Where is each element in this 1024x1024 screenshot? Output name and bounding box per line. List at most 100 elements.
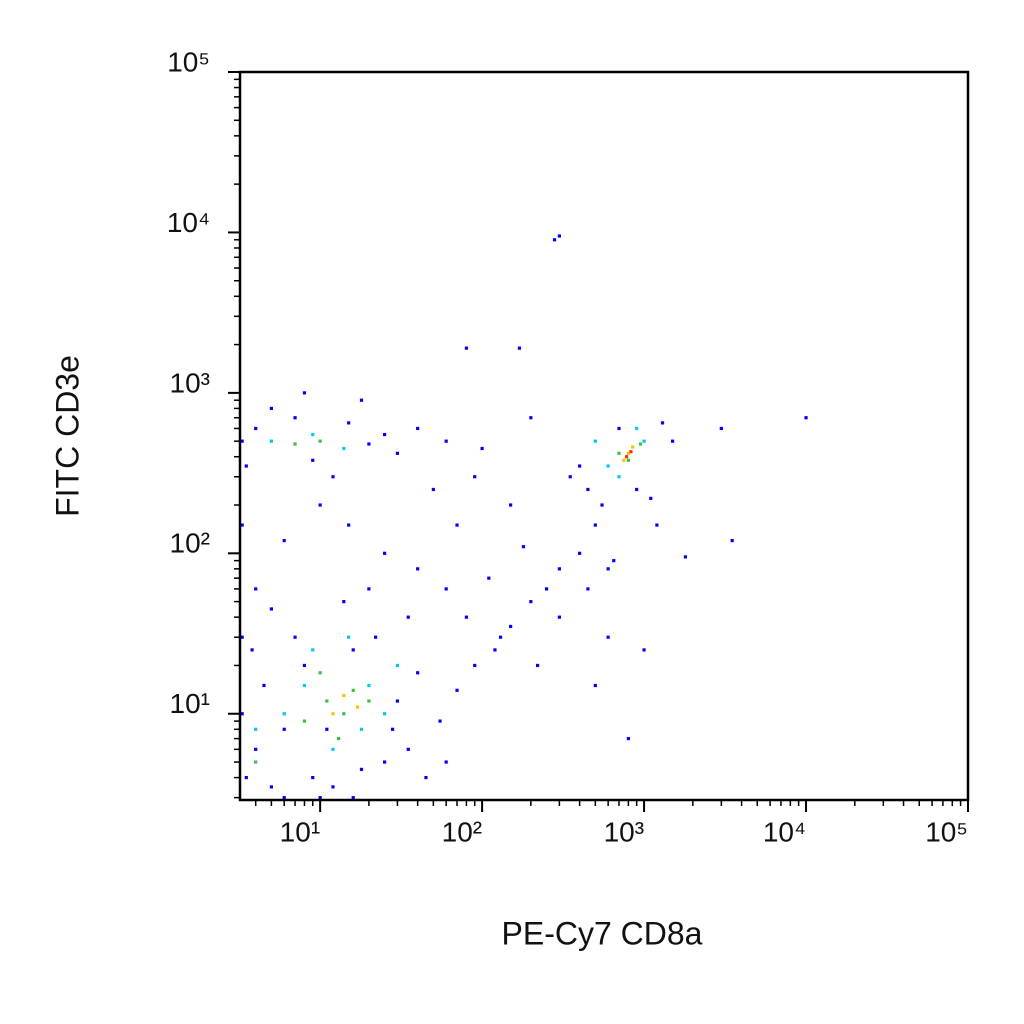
point <box>498 635 503 639</box>
point <box>606 464 610 468</box>
point <box>351 688 355 692</box>
point <box>382 551 387 555</box>
point <box>626 458 630 462</box>
point <box>347 523 351 527</box>
point <box>600 503 604 507</box>
point <box>250 648 254 652</box>
point <box>586 587 590 591</box>
point <box>544 587 549 591</box>
point <box>395 699 400 703</box>
point <box>244 775 248 780</box>
point <box>487 576 491 580</box>
point <box>473 663 477 668</box>
point <box>337 737 341 741</box>
point <box>325 727 329 731</box>
point <box>342 446 346 451</box>
point <box>617 451 621 455</box>
point <box>670 439 675 443</box>
point <box>493 648 497 652</box>
point <box>374 635 378 639</box>
point <box>626 737 630 741</box>
point <box>269 785 273 789</box>
point <box>355 705 360 709</box>
point <box>509 503 513 507</box>
point <box>416 426 420 431</box>
x-tick-label: 10² <box>442 816 482 847</box>
point <box>311 432 315 437</box>
point <box>347 635 351 639</box>
point <box>359 398 364 402</box>
point <box>406 615 410 619</box>
point <box>642 648 646 652</box>
point <box>302 683 307 688</box>
point <box>318 796 322 800</box>
point <box>631 445 635 449</box>
point <box>331 475 335 479</box>
point <box>642 439 646 443</box>
point <box>529 416 533 420</box>
point <box>578 551 582 555</box>
point <box>578 464 582 468</box>
point <box>351 648 355 652</box>
point <box>586 487 590 492</box>
point <box>395 451 400 455</box>
point <box>444 760 448 764</box>
point <box>593 439 597 443</box>
point <box>240 712 244 716</box>
y-tick-label: 10³ <box>170 367 210 398</box>
point <box>444 587 448 591</box>
point <box>269 406 273 411</box>
point <box>390 727 395 731</box>
point <box>622 458 626 462</box>
point <box>240 635 244 639</box>
point <box>240 439 244 443</box>
point <box>655 523 659 527</box>
point <box>606 567 610 571</box>
point <box>367 699 371 703</box>
point <box>331 747 335 751</box>
x-tick-label: 10¹ <box>280 816 320 847</box>
point <box>318 503 322 507</box>
point <box>438 719 442 723</box>
point <box>635 487 639 492</box>
point <box>342 693 346 698</box>
point <box>293 635 297 639</box>
point <box>254 727 258 731</box>
point <box>367 442 371 446</box>
point <box>635 426 639 431</box>
point <box>480 446 484 451</box>
point <box>254 587 258 591</box>
point <box>331 785 335 789</box>
y-tick-label: 10¹ <box>170 688 210 719</box>
point <box>302 663 307 668</box>
point <box>416 567 420 571</box>
point <box>254 760 258 764</box>
point <box>593 523 597 527</box>
point <box>359 727 364 731</box>
point <box>529 600 533 604</box>
y-tick-label: 10² <box>170 528 210 559</box>
point <box>416 671 420 675</box>
point <box>282 539 286 543</box>
point <box>244 464 248 468</box>
point <box>254 426 258 431</box>
point <box>282 727 286 731</box>
point <box>535 663 540 668</box>
y-axis-title: FITC CD3e <box>49 355 85 517</box>
point <box>302 719 307 723</box>
point <box>557 567 561 571</box>
point <box>424 775 428 780</box>
point <box>240 523 244 527</box>
x-tick-label: 10⁵ <box>925 816 968 847</box>
point <box>395 663 400 668</box>
point <box>719 426 723 431</box>
point <box>455 523 459 527</box>
point <box>431 487 435 492</box>
point <box>311 458 315 462</box>
point <box>318 439 322 443</box>
point <box>473 475 477 479</box>
point <box>552 238 557 242</box>
point <box>254 747 258 751</box>
point <box>359 767 364 771</box>
